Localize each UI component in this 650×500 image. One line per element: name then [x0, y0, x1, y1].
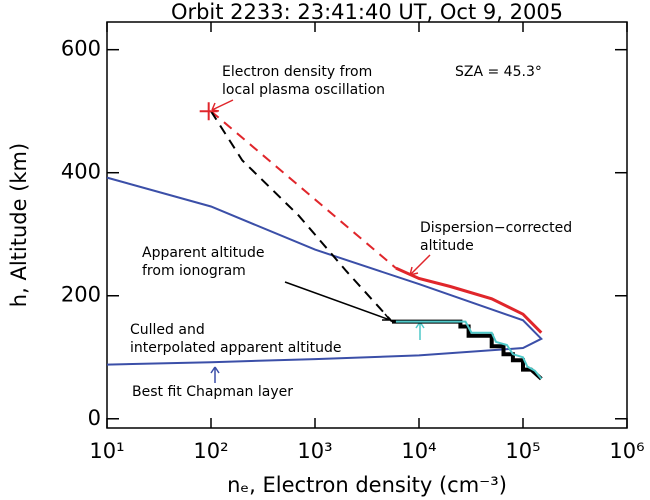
x-tick-label: 10⁶ — [609, 439, 644, 463]
annotation: from ionogram — [142, 263, 246, 279]
y-tick-label: 600 — [61, 37, 101, 61]
y-axis-label: h, Altitude (km) — [7, 143, 31, 307]
y-tick-label: 0 — [88, 406, 101, 430]
line — [395, 320, 543, 380]
annotation: Electron density from — [222, 64, 372, 80]
arrow — [284, 281, 391, 321]
x-tick-label: 10¹ — [89, 439, 124, 463]
x-tick-label: 10² — [193, 439, 228, 463]
line — [210, 110, 397, 269]
line — [395, 266, 543, 334]
line — [392, 319, 543, 381]
chart-title: Orbit 2233: 23:41:40 UT, Oct 9, 2005 — [171, 0, 563, 24]
x-tick-label: 10⁴ — [401, 439, 436, 463]
arrow — [211, 99, 234, 112]
annotation: SZA = 45.3° — [455, 64, 542, 80]
y-tick-label: 200 — [61, 283, 101, 307]
annotation: Best fit Chapman layer — [132, 384, 293, 400]
annotation: local plasma oscillation — [222, 82, 385, 98]
line — [106, 176, 543, 366]
x-axis-label: nₑ, Electron density (cm⁻³) — [227, 473, 507, 497]
annotation: interpolated apparent altitude — [130, 340, 342, 356]
annotation: altitude — [420, 238, 474, 254]
annotation: Apparent altitude — [142, 245, 265, 261]
y-tick-label: 400 — [61, 160, 101, 184]
arrow — [210, 366, 220, 383]
marker — [199, 102, 218, 121]
arrow — [409, 254, 431, 276]
plot-frame — [106, 21, 628, 429]
arrow — [415, 321, 425, 340]
annotation: Culled and — [130, 322, 205, 338]
x-tick-label: 10⁵ — [505, 439, 540, 463]
annotation: Dispersion−corrected — [420, 220, 572, 236]
line — [210, 110, 393, 323]
x-tick-label: 10³ — [297, 439, 332, 463]
